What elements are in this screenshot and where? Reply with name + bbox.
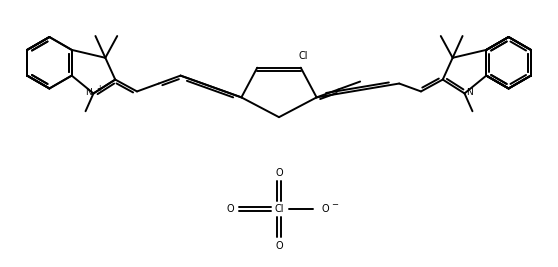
Text: Cl: Cl bbox=[298, 51, 307, 61]
Text: N: N bbox=[466, 88, 473, 97]
Text: −: − bbox=[331, 200, 338, 209]
Text: O: O bbox=[275, 168, 283, 178]
Text: +: + bbox=[97, 84, 103, 93]
Text: N: N bbox=[85, 88, 92, 97]
Text: O: O bbox=[275, 241, 283, 251]
Text: O: O bbox=[227, 204, 234, 214]
Text: O: O bbox=[322, 204, 329, 214]
Text: Cl: Cl bbox=[274, 204, 284, 214]
